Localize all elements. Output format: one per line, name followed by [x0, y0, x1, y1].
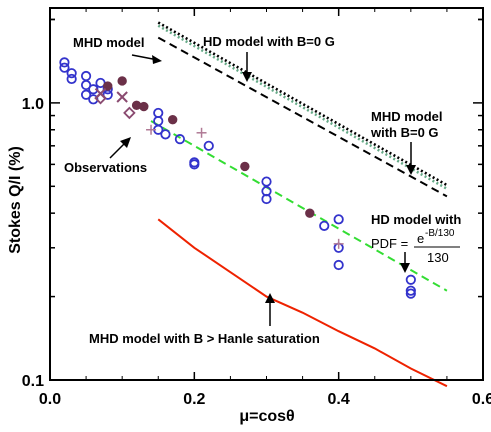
data-point-filled-circle — [103, 81, 113, 91]
arrow-observations — [109, 141, 127, 159]
data-point-open-circle — [153, 115, 164, 127]
series-line-dashed-3 — [150, 120, 448, 292]
arrowhead-mhd-model — [152, 55, 162, 64]
data-point-cross-stroke-b — [116, 91, 128, 103]
x-tick-label: 0.4 — [328, 391, 350, 408]
data-point-plus — [196, 127, 207, 138]
data-point-plus — [333, 238, 344, 249]
data-point-filled-circle — [167, 114, 178, 125]
data-point-open-circle — [59, 57, 70, 68]
axes-layer: 0.0 0.2 0.4 0.6 0.1 1.0 — [22, 8, 491, 408]
series-line-dotted-1 — [157, 21, 448, 187]
data-point-open-circle — [333, 214, 344, 225]
data-point-diamond — [94, 91, 107, 105]
data-point-open-circle — [261, 176, 272, 187]
data-point-open-circle — [319, 220, 330, 231]
annotation-pdf-numerator: e — [417, 231, 424, 246]
annotation-mhd-hanle: MHD model with B > Hanle saturation — [89, 331, 320, 346]
data-point-open-circle — [333, 259, 344, 271]
data-point-filled-circle — [305, 208, 315, 218]
arrowhead-hd-model-b0 — [242, 72, 252, 82]
data-point-open-circle — [160, 129, 171, 140]
series-line-dotted-2 — [157, 24, 448, 190]
annotation-mhd-model: MHD model — [73, 35, 145, 50]
data-point-open-circle — [66, 68, 77, 79]
annotation-pdf-exponent: -B/130 — [425, 228, 455, 239]
data-point-filled-circle — [117, 76, 127, 86]
x-tick-label: 0.0 — [39, 391, 61, 408]
annotation-mhd-model-b0-line1: MHD model — [371, 109, 443, 124]
annotation-pdf-label: PDF = — [371, 236, 408, 251]
data-point-open-circle — [189, 159, 200, 170]
arrowhead-mhd-hanle — [265, 293, 275, 303]
series-line-dashed-0 — [157, 36, 448, 198]
points-layer — [59, 57, 416, 299]
data-point-open-circle — [261, 193, 272, 205]
data-point-open-circle — [153, 107, 164, 119]
data-point-open-circle — [80, 89, 92, 100]
data-point-filled-circle — [240, 161, 250, 172]
y-tick-label: 1.0 — [22, 96, 44, 113]
data-point-filled-circle — [139, 101, 149, 112]
data-point-open-circle — [66, 73, 77, 85]
x-tick-label: 0.6 — [472, 391, 491, 408]
arrowhead-hd-model-with — [400, 263, 410, 273]
data-point-diamond — [123, 106, 136, 120]
data-point-open-circle — [405, 288, 416, 299]
series-layer — [150, 21, 448, 388]
x-axis-label: μ=cosθ — [239, 408, 294, 425]
data-point-open-circle — [80, 70, 92, 82]
data-point-open-circle — [80, 79, 92, 91]
data-point-open-circle — [405, 274, 416, 285]
x-tick-label: 0.2 — [183, 391, 205, 408]
arrowhead-observations — [120, 137, 131, 148]
series-line-solid-4 — [157, 218, 448, 388]
annotation-hd-model-b0: HD model with B=0 G — [203, 34, 335, 49]
y-tick-label: 0.1 — [22, 373, 44, 390]
annotation-observations: Observations — [64, 160, 147, 175]
arrowhead-mhd-model-b0 — [406, 165, 416, 175]
annotation-mhd-model-b0-line2: with B=0 G — [370, 125, 439, 140]
data-point-plus — [146, 124, 157, 135]
data-point-open-circle — [203, 140, 214, 151]
annotation-hd-model-with: HD model with — [371, 212, 461, 227]
data-point-open-circle — [59, 62, 70, 73]
data-point-cross — [116, 91, 128, 103]
annotation-pdf-denominator: 130 — [427, 250, 449, 265]
data-point-open-circle — [405, 285, 416, 296]
data-point-open-circle — [174, 134, 185, 145]
y-axis-label: Stokes Q/I (%) — [7, 146, 24, 254]
